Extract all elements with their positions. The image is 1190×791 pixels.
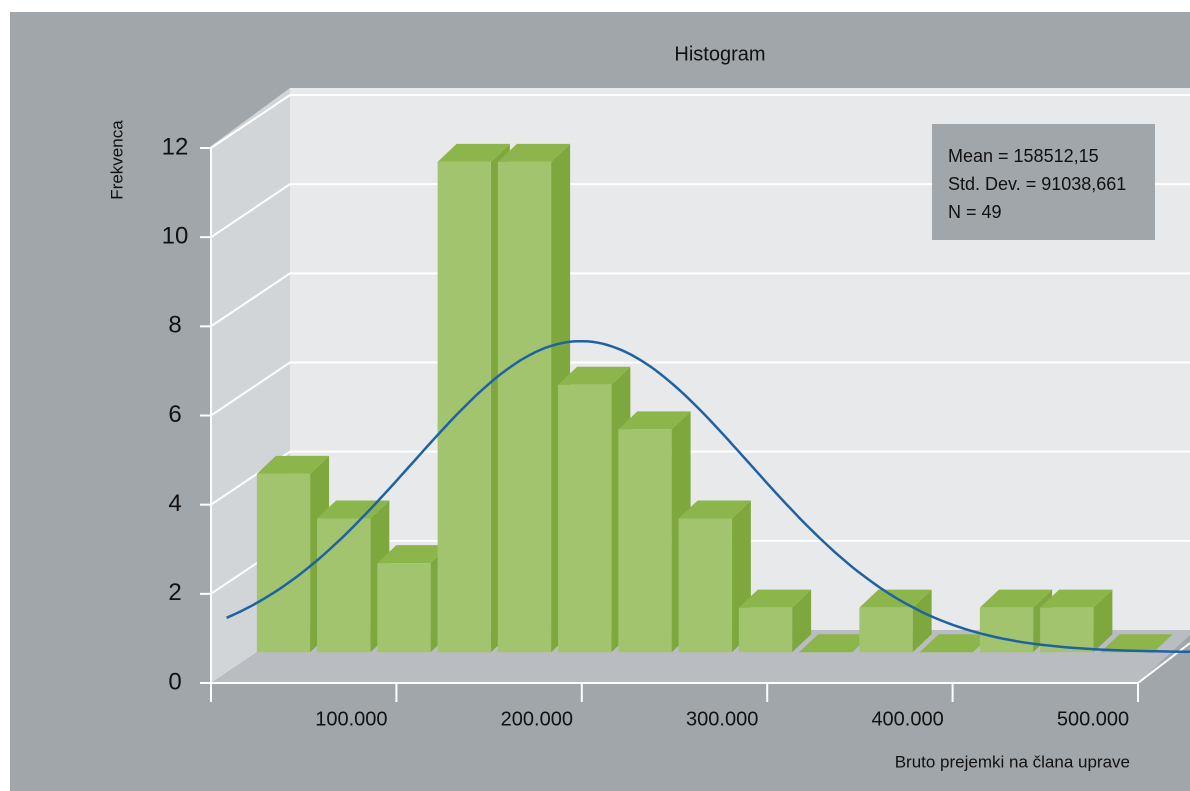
bar-top xyxy=(678,500,751,519)
stats-line: Mean = 158512,15 xyxy=(948,146,1099,166)
bar-side xyxy=(912,589,932,653)
y-tick-label: 4 xyxy=(168,490,181,517)
bar-top xyxy=(919,634,992,653)
bar xyxy=(497,161,552,653)
y-tick-label: 12 xyxy=(162,133,189,160)
bar xyxy=(317,518,371,653)
bar-top xyxy=(317,500,390,519)
stats-line: Std. Dev. = 91038,661 xyxy=(948,174,1126,194)
chart-title: Histogram xyxy=(674,43,765,65)
grid-line xyxy=(210,183,1190,238)
x-tick-label: 300.000 xyxy=(686,708,758,730)
bar-top xyxy=(979,589,1053,608)
stats-line: N = 49 xyxy=(948,202,1002,222)
x-axis-label: Bruto prejemki na člana uprave xyxy=(895,752,1130,771)
stats-box xyxy=(932,124,1155,240)
grid-line xyxy=(210,361,1190,417)
bar-top xyxy=(1100,634,1173,653)
bar xyxy=(738,607,793,653)
bar xyxy=(256,473,311,653)
bar xyxy=(859,607,913,653)
bar xyxy=(618,429,672,653)
y-tick-label: 8 xyxy=(168,312,181,339)
grid-line xyxy=(210,272,1190,328)
y-axis-label: Frekvenca xyxy=(107,120,126,200)
y-tick-label: 6 xyxy=(168,401,181,428)
grid-line xyxy=(210,94,1190,149)
y-tick-label: 2 xyxy=(168,579,181,606)
bar xyxy=(558,384,612,653)
bar-side xyxy=(792,589,812,653)
x-tick-label: 100.000 xyxy=(315,708,387,730)
normal-curve xyxy=(226,339,1190,654)
bar-top xyxy=(738,589,812,608)
x-tick-label: 500.000 xyxy=(1057,708,1129,730)
bar xyxy=(979,607,1034,653)
x-tick-label: 400.000 xyxy=(871,708,943,730)
bar-top xyxy=(1040,589,1113,608)
bar-top xyxy=(618,411,691,430)
bar-top xyxy=(799,634,872,653)
y-tick-label: 0 xyxy=(168,668,181,695)
bar-top xyxy=(256,455,330,474)
x-tick-label: 200.000 xyxy=(501,708,573,730)
bar xyxy=(377,563,431,653)
bar-top xyxy=(558,366,631,385)
grid-line xyxy=(210,450,1190,506)
bar-top xyxy=(437,143,510,162)
bar-side xyxy=(1093,589,1113,653)
y-tick-label: 10 xyxy=(162,223,189,250)
x-axis-depth xyxy=(1137,642,1190,684)
bar-top xyxy=(377,545,450,564)
bar-top xyxy=(497,143,571,162)
bar xyxy=(678,518,732,653)
